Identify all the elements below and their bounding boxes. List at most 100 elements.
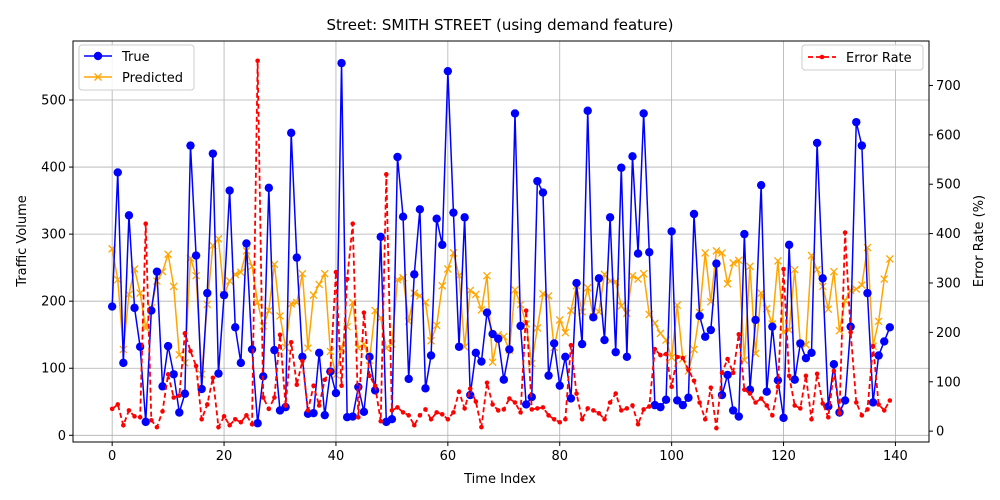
error-rate-point xyxy=(316,403,322,408)
error-rate-point xyxy=(635,421,641,427)
error-rate-point xyxy=(199,416,204,422)
error-rate-point xyxy=(439,412,445,417)
true-point xyxy=(231,323,240,332)
predicted-point xyxy=(880,275,889,284)
error-rate-point xyxy=(719,370,725,376)
ticks-layer: 0 20 40 60 80 100 120 140 0 100 200 300 400 500 0 100 20… xyxy=(41,79,961,464)
true-point xyxy=(566,394,576,403)
plot-frame xyxy=(72,40,930,443)
predicted-point xyxy=(885,254,894,263)
error-rate-point xyxy=(188,348,193,354)
true-point xyxy=(147,306,156,315)
true-point xyxy=(314,348,324,358)
error-rate-point xyxy=(182,331,188,336)
true-point xyxy=(723,370,732,380)
error-rate-point xyxy=(853,400,859,405)
error-rate-point xyxy=(591,408,596,413)
predicted-point xyxy=(432,321,441,330)
true-point xyxy=(365,352,374,362)
error-rate-point xyxy=(652,346,658,352)
true-point xyxy=(818,274,827,283)
true-point xyxy=(225,186,234,195)
true-point xyxy=(633,249,643,258)
true-point xyxy=(784,240,794,250)
error-rate-point xyxy=(624,406,630,411)
true-point xyxy=(460,213,469,222)
true-point xyxy=(219,290,229,300)
error-rate-point xyxy=(294,382,300,388)
true-point xyxy=(197,384,206,394)
predicted-point xyxy=(259,322,268,330)
error-rate-point xyxy=(288,339,294,345)
true-point xyxy=(617,163,626,172)
error-rate-point xyxy=(803,373,809,379)
y-right-tick-label: 100 xyxy=(936,375,961,390)
y-left-tick-label: 400 xyxy=(41,161,66,176)
error-rate-point xyxy=(585,406,591,411)
true-point xyxy=(438,240,447,250)
predicted-point xyxy=(225,277,234,286)
error-rate-point xyxy=(137,415,143,420)
error-rate-point xyxy=(814,371,820,377)
true-point xyxy=(689,209,699,219)
true-point xyxy=(119,358,128,368)
error-rate-point xyxy=(825,415,831,420)
error-rate-point xyxy=(742,387,747,392)
error-rate-point xyxy=(367,373,372,379)
error-rate-point xyxy=(786,373,792,379)
predicted-point xyxy=(746,262,754,271)
error-rate-point xyxy=(596,411,602,416)
error-rate-point xyxy=(423,407,428,412)
error-rate-point xyxy=(109,406,115,412)
predicted-point xyxy=(511,285,519,294)
legend-left: True Predicted xyxy=(78,44,195,91)
legend-error-marker xyxy=(819,54,825,60)
legend-right: Error Rate xyxy=(801,44,924,71)
true-point xyxy=(555,381,564,390)
error-rate-point xyxy=(887,398,893,403)
true-point xyxy=(868,398,878,407)
predicted-point xyxy=(734,256,743,265)
true-point xyxy=(628,152,637,161)
true-point xyxy=(264,183,274,193)
predicted-point xyxy=(874,317,883,326)
true-point xyxy=(880,337,889,346)
true-point xyxy=(130,303,139,313)
true-point xyxy=(449,208,458,217)
error-rate-point xyxy=(865,407,870,412)
error-rate-point xyxy=(809,416,814,422)
error-rate-point xyxy=(389,408,395,413)
error-rate-point xyxy=(372,383,378,389)
predicted-point xyxy=(790,265,799,274)
y-left-tick-label: 200 xyxy=(41,295,66,310)
error-rate-point xyxy=(467,386,473,391)
true-point xyxy=(505,345,514,354)
error-rate-point xyxy=(646,404,652,409)
predicted-point xyxy=(701,248,710,257)
error-rate-point xyxy=(663,351,669,357)
true-point xyxy=(404,374,413,384)
error-rate-point xyxy=(204,402,210,407)
error-rate-point xyxy=(518,410,523,415)
y-right-axis-title: Error Rate (%) xyxy=(972,195,987,287)
predicted-point xyxy=(617,301,626,310)
chart-title: Street: SMITH STREET (using demand featu… xyxy=(327,16,674,34)
error-rate-point xyxy=(714,425,719,431)
true-point xyxy=(572,278,581,288)
error-rate-point xyxy=(479,424,484,430)
x-tick-label: 0 xyxy=(108,449,116,464)
true-point xyxy=(410,270,419,279)
true-point xyxy=(426,351,436,360)
predicted-point xyxy=(729,258,738,267)
predicted-point xyxy=(309,291,318,300)
true-point xyxy=(203,288,212,298)
predicted-point xyxy=(315,280,324,289)
true-point xyxy=(186,141,195,150)
predicted-point xyxy=(304,344,312,353)
true-point xyxy=(348,412,357,421)
true-point xyxy=(454,342,464,351)
error-rate-point xyxy=(165,372,171,377)
true-point xyxy=(863,288,872,298)
error-rate-point xyxy=(495,408,501,413)
